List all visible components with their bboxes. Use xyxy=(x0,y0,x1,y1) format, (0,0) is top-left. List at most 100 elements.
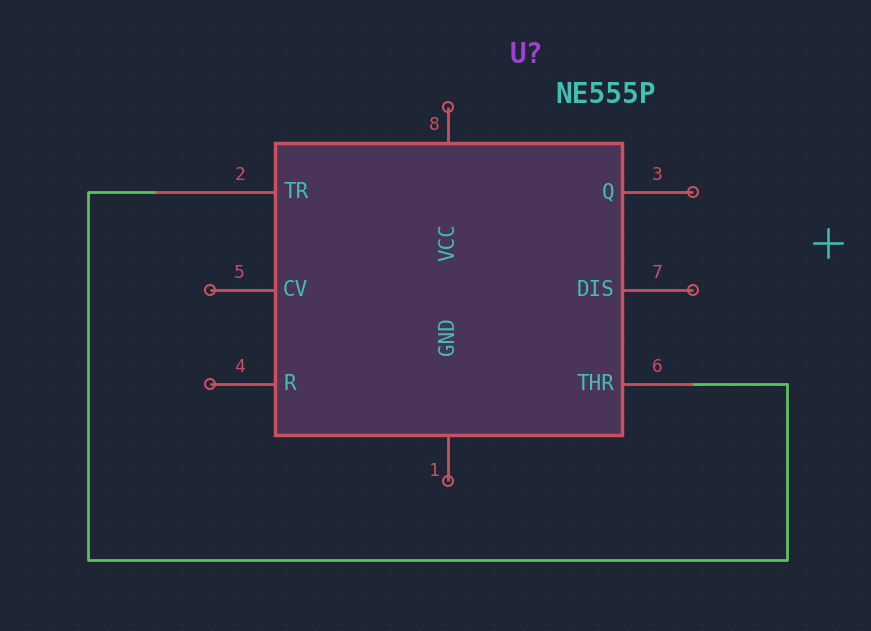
Point xyxy=(71,255,85,265)
Point xyxy=(825,437,839,447)
Point xyxy=(19,333,33,343)
Text: NE555P: NE555P xyxy=(555,81,656,109)
Point xyxy=(773,73,787,83)
Point xyxy=(565,385,579,395)
Point xyxy=(253,437,267,447)
Point xyxy=(253,99,267,109)
Point xyxy=(19,47,33,57)
Point xyxy=(591,21,605,31)
Point xyxy=(331,437,345,447)
Point xyxy=(747,307,761,317)
Point xyxy=(851,73,865,83)
Point xyxy=(279,411,293,421)
Point xyxy=(721,359,735,369)
Point xyxy=(149,203,163,213)
Point xyxy=(331,255,345,265)
Point xyxy=(695,567,709,577)
Point xyxy=(773,229,787,239)
Point xyxy=(565,463,579,473)
Point xyxy=(721,203,735,213)
Point xyxy=(227,47,241,57)
Point xyxy=(773,385,787,395)
Point xyxy=(45,151,59,161)
Point xyxy=(409,203,423,213)
Point xyxy=(357,99,371,109)
Point xyxy=(227,333,241,343)
Point xyxy=(201,203,215,213)
Point xyxy=(71,489,85,499)
Point xyxy=(851,307,865,317)
Point xyxy=(357,541,371,551)
Point xyxy=(799,177,813,187)
Point xyxy=(409,307,423,317)
Point xyxy=(45,47,59,57)
Point xyxy=(253,203,267,213)
Text: U?: U? xyxy=(510,41,544,69)
Point xyxy=(461,151,475,161)
Point xyxy=(643,47,657,57)
Point xyxy=(45,177,59,187)
Point xyxy=(617,593,631,603)
Point xyxy=(279,463,293,473)
Point xyxy=(279,177,293,187)
Point xyxy=(591,47,605,57)
Point xyxy=(357,255,371,265)
Point xyxy=(773,47,787,57)
Point xyxy=(435,99,449,109)
Point xyxy=(357,307,371,317)
Point xyxy=(201,385,215,395)
Point xyxy=(409,411,423,421)
Point xyxy=(669,151,683,161)
Point xyxy=(721,177,735,187)
Point xyxy=(435,229,449,239)
Text: 3: 3 xyxy=(652,166,663,184)
Point xyxy=(851,255,865,265)
Point xyxy=(747,489,761,499)
Point xyxy=(825,411,839,421)
Point xyxy=(383,593,397,603)
Point xyxy=(123,619,137,629)
Point xyxy=(799,21,813,31)
Point xyxy=(19,541,33,551)
Point xyxy=(71,99,85,109)
Point xyxy=(149,619,163,629)
Point xyxy=(175,47,189,57)
Point xyxy=(669,541,683,551)
Point xyxy=(513,229,527,239)
Point xyxy=(253,47,267,57)
Point xyxy=(695,385,709,395)
Point xyxy=(305,515,319,525)
Point xyxy=(149,567,163,577)
Point xyxy=(539,307,553,317)
Point xyxy=(97,333,111,343)
Point xyxy=(123,489,137,499)
Point xyxy=(435,73,449,83)
Point xyxy=(773,463,787,473)
Point xyxy=(45,489,59,499)
Point xyxy=(461,47,475,57)
Point xyxy=(305,203,319,213)
Point xyxy=(253,385,267,395)
Point xyxy=(825,125,839,135)
Point xyxy=(409,125,423,135)
Point xyxy=(409,99,423,109)
Point xyxy=(279,151,293,161)
Point xyxy=(149,541,163,551)
Point xyxy=(487,463,501,473)
Point xyxy=(643,411,657,421)
Point xyxy=(461,489,475,499)
Point xyxy=(565,47,579,57)
Point xyxy=(461,333,475,343)
Point xyxy=(721,411,735,421)
Point xyxy=(539,541,553,551)
Point xyxy=(825,255,839,265)
Point xyxy=(435,515,449,525)
Point xyxy=(435,203,449,213)
Point xyxy=(357,359,371,369)
Point xyxy=(331,307,345,317)
Point xyxy=(565,177,579,187)
Point xyxy=(747,203,761,213)
Point xyxy=(97,619,111,629)
Point xyxy=(253,281,267,291)
Point xyxy=(565,203,579,213)
